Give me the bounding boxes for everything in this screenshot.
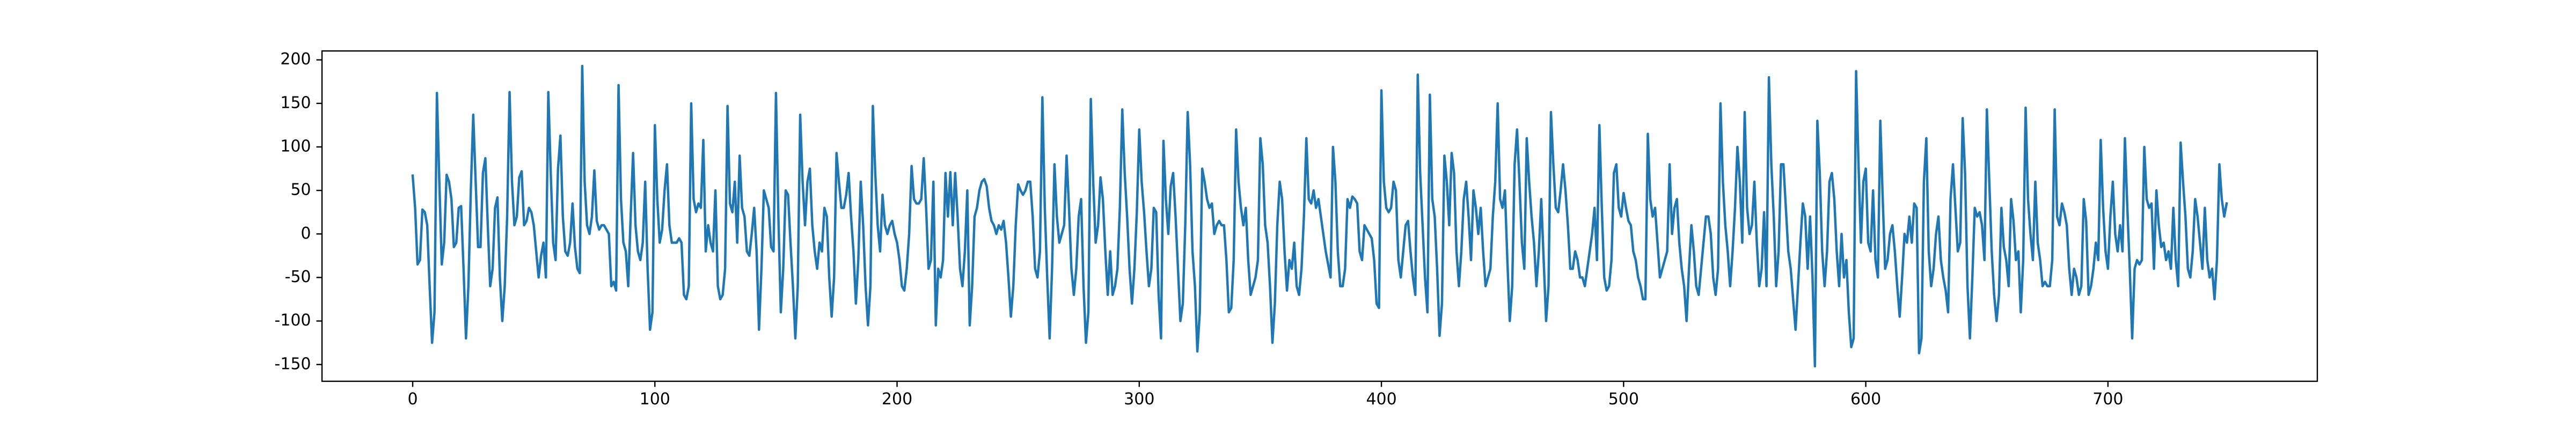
x-tick-label: 600 [1850,390,1881,409]
y-tick-label: -50 [285,268,311,286]
data-line [411,64,2228,368]
y-tick-label: -150 [274,354,311,373]
x-tick-label: 100 [640,390,670,409]
y-tick-label: -100 [274,311,311,330]
y-tick-label: 150 [280,93,311,112]
y-tick-label: 100 [280,137,311,156]
x-tick-label: 500 [1608,390,1639,409]
x-tick-label: 0 [407,390,418,409]
x-tick-label: 400 [1366,390,1396,409]
plot-frame [321,50,2318,382]
x-tick-label: 300 [1124,390,1154,409]
y-tick-label: 0 [301,224,311,243]
y-tick-label: 200 [280,50,311,69]
x-tick-label: 700 [2092,390,2123,409]
x-tick-label: 200 [882,390,912,409]
y-tick-label: 50 [290,181,311,199]
